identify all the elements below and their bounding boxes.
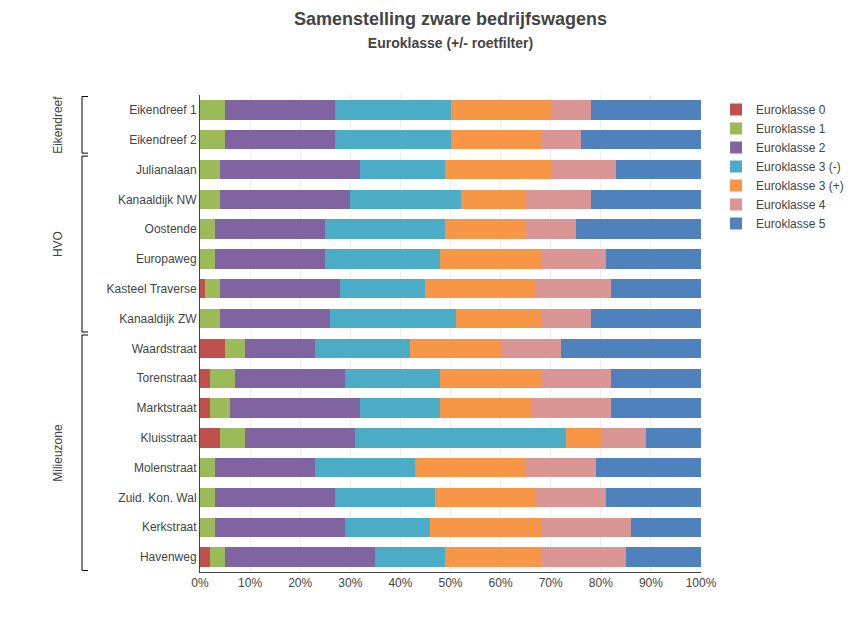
svg-text:70%: 70% (539, 576, 563, 590)
svg-text:Eikendreef: Eikendreef (51, 96, 65, 154)
svg-text:0%: 0% (191, 576, 209, 590)
svg-text:Havenweg: Havenweg (140, 550, 197, 564)
svg-text:Euroklasse 2: Euroklasse 2 (756, 141, 826, 155)
svg-text:40%: 40% (388, 576, 412, 590)
svg-text:Euroklasse 3 (-): Euroklasse 3 (-) (756, 160, 841, 174)
svg-text:90%: 90% (639, 576, 663, 590)
svg-text:Euroklasse 1: Euroklasse 1 (756, 122, 826, 136)
svg-text:HVO: HVO (51, 231, 65, 257)
svg-text:Eikendreef 2: Eikendreef 2 (129, 133, 197, 147)
svg-text:Euroklasse 0: Euroklasse 0 (756, 103, 826, 117)
svg-text:Torenstraat: Torenstraat (137, 371, 198, 385)
svg-text:Samenstelling zware bedrijfswa: Samenstelling zware bedrijfswagensEurokl… (294, 9, 607, 51)
svg-text:50%: 50% (438, 576, 462, 590)
svg-text:Kanaaldijk NW: Kanaaldijk NW (118, 193, 197, 207)
svg-text:Euroklasse 5: Euroklasse 5 (756, 217, 826, 231)
svg-text:30%: 30% (338, 576, 362, 590)
svg-text:Oostende: Oostende (145, 222, 197, 236)
svg-text:Marktstraat: Marktstraat (137, 401, 198, 415)
svg-text:10%: 10% (238, 576, 262, 590)
svg-text:Eikendreef 1: Eikendreef 1 (129, 103, 197, 117)
svg-text:100%: 100% (686, 576, 717, 590)
svg-text:Kasteel Traverse: Kasteel Traverse (107, 282, 197, 296)
svg-text:Kluisstraat: Kluisstraat (141, 431, 198, 445)
svg-text:Zuid. Kon. Wal: Zuid. Kon. Wal (118, 491, 196, 505)
svg-text:20%: 20% (288, 576, 312, 590)
svg-text:Kerkstraat: Kerkstraat (142, 520, 197, 534)
svg-text:80%: 80% (589, 576, 613, 590)
svg-text:Euroklasse 4: Euroklasse 4 (756, 198, 826, 212)
svg-text:Milieuzone: Milieuzone (51, 424, 65, 482)
svg-text:Molenstraat: Molenstraat (134, 461, 197, 475)
svg-text:Euroklasse 3 (+): Euroklasse 3 (+) (756, 179, 844, 193)
svg-text:60%: 60% (489, 576, 513, 590)
svg-text:Julianalaan: Julianalaan (136, 163, 197, 177)
svg-text:Waardstraat: Waardstraat (132, 342, 198, 356)
svg-text:Kanaaldijk ZW: Kanaaldijk ZW (119, 312, 197, 326)
svg-text:Europaweg: Europaweg (136, 252, 197, 266)
